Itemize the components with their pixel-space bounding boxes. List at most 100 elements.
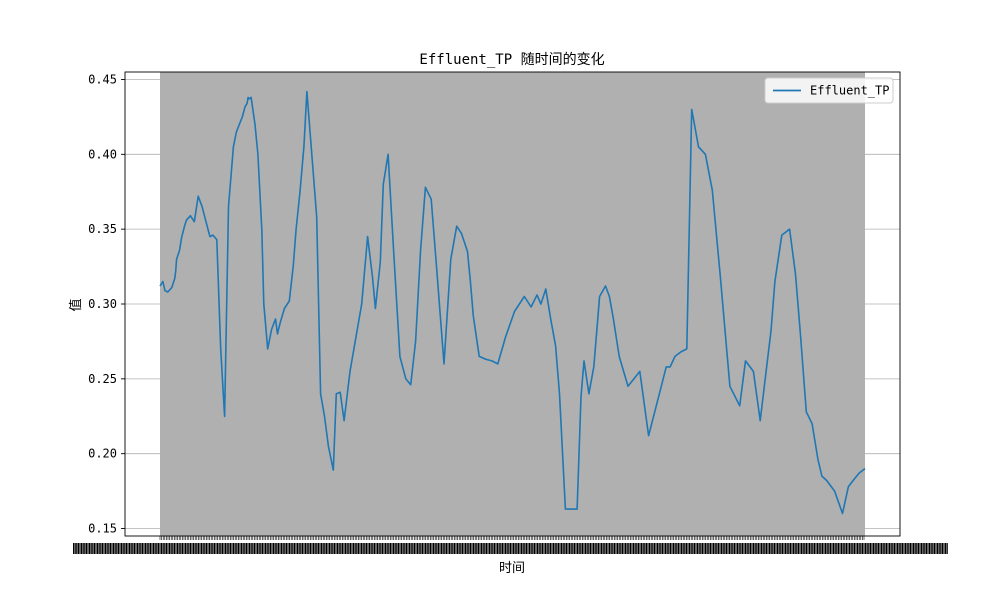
x-tick-label-mark bbox=[737, 543, 739, 554]
x-tick-label-mark bbox=[106, 543, 108, 554]
x-tick-label-mark bbox=[237, 543, 239, 554]
x-tick-label-mark bbox=[553, 543, 555, 554]
x-tick-label-mark bbox=[289, 543, 291, 554]
x-tick-label-mark bbox=[901, 543, 903, 554]
x-tick-label-mark bbox=[265, 543, 267, 554]
x-tick-label-mark bbox=[471, 543, 473, 554]
x-tick-label-mark bbox=[495, 543, 497, 554]
x-tick-label-mark bbox=[359, 543, 361, 554]
x-tick-label-mark bbox=[841, 543, 843, 554]
x-tick-label-mark bbox=[557, 543, 559, 554]
x-tick-label-mark bbox=[375, 543, 377, 554]
x-tick-label-mark bbox=[613, 543, 615, 554]
x-tick-label-mark bbox=[290, 543, 292, 554]
x-tick-label-mark bbox=[585, 543, 587, 554]
y-tick-label: 0.35 bbox=[88, 222, 117, 236]
x-tick-label-mark bbox=[226, 543, 228, 554]
x-tick-label-mark bbox=[855, 543, 857, 554]
x-tick-label-mark bbox=[545, 543, 547, 554]
x-tick-label-mark bbox=[178, 543, 180, 554]
x-tick-label-mark bbox=[538, 543, 540, 554]
x-tick-label-mark bbox=[125, 543, 127, 554]
x-tick-label-mark bbox=[804, 543, 806, 554]
x-tick-label-mark bbox=[626, 543, 628, 554]
x-tick-label-mark bbox=[786, 543, 788, 554]
x-tick-label-mark bbox=[885, 543, 887, 554]
x-tick-label-mark bbox=[833, 543, 835, 554]
x-tick-label-mark bbox=[370, 543, 372, 554]
x-tick-label-mark bbox=[261, 543, 263, 554]
x-tick-label-mark bbox=[84, 543, 86, 554]
x-tick-label-mark bbox=[353, 543, 355, 554]
x-tick-label-mark bbox=[425, 543, 427, 554]
x-tick-label-mark bbox=[693, 543, 695, 554]
series-line-effluent-tp bbox=[159, 90, 866, 515]
x-tick-label-mark bbox=[149, 543, 151, 554]
x-tick-label-mark bbox=[658, 543, 660, 554]
x-tick-label-mark bbox=[405, 543, 407, 554]
x-tick-label-mark bbox=[129, 543, 131, 554]
x-tick-label-mark bbox=[404, 543, 406, 554]
x-tick-label-mark bbox=[711, 543, 713, 554]
x-tick-label-mark bbox=[407, 543, 409, 554]
x-tick-label-mark bbox=[732, 543, 734, 554]
x-tick-label-mark bbox=[509, 543, 511, 554]
x-tick-label-mark bbox=[236, 543, 238, 554]
x-tick-label-mark bbox=[853, 543, 855, 554]
x-tick-label-mark bbox=[556, 543, 558, 554]
x-tick-label-mark bbox=[314, 543, 316, 554]
x-tick-label-mark bbox=[924, 543, 926, 554]
x-tick-label-mark bbox=[201, 543, 203, 554]
x-tick-label-mark bbox=[637, 543, 639, 554]
x-tick-label-mark bbox=[847, 543, 849, 554]
x-tick-label-mark bbox=[385, 543, 387, 554]
x-tick-label-mark bbox=[469, 543, 471, 554]
x-tick-label-mark bbox=[684, 543, 686, 554]
x-tick-label-mark bbox=[234, 543, 236, 554]
x-tick-label-mark bbox=[756, 543, 758, 554]
x-tick-label-mark bbox=[925, 543, 927, 554]
x-tick-label-mark bbox=[917, 543, 919, 554]
x-tick-label-mark bbox=[889, 543, 891, 554]
x-tick-label-mark bbox=[413, 543, 415, 554]
x-tick-label-mark bbox=[311, 543, 313, 554]
x-tick-label-mark bbox=[682, 543, 684, 554]
x-tick-label-mark bbox=[913, 543, 915, 554]
x-tick-label-mark bbox=[402, 543, 404, 554]
x-tick-label-mark bbox=[836, 543, 838, 554]
x-tick-label-mark bbox=[895, 543, 897, 554]
x-tick-label-mark bbox=[119, 543, 121, 554]
x-tick-label-mark bbox=[410, 543, 412, 554]
x-tick-label-mark bbox=[677, 543, 679, 554]
x-tick-label-mark bbox=[612, 543, 614, 554]
x-tick-label-mark bbox=[364, 543, 366, 554]
x-tick-label-mark bbox=[717, 543, 719, 554]
x-tick-label-mark bbox=[367, 543, 369, 554]
x-tick-label-mark bbox=[322, 543, 324, 554]
x-tick-label-mark bbox=[946, 543, 948, 554]
x-tick-label-mark bbox=[180, 543, 182, 554]
x-tick-label-mark bbox=[338, 543, 340, 554]
x-tick-label-mark bbox=[74, 543, 76, 554]
x-tick-label-mark bbox=[317, 543, 319, 554]
x-tick-label-mark bbox=[305, 543, 307, 554]
x-tick-label-mark bbox=[791, 543, 793, 554]
x-tick-label-mark bbox=[233, 543, 235, 554]
x-tick-label-mark bbox=[161, 543, 163, 554]
x-tick-label-mark bbox=[220, 543, 222, 554]
x-tick-label-mark bbox=[388, 543, 390, 554]
x-tick-label-mark bbox=[724, 543, 726, 554]
x-tick-label-mark bbox=[393, 543, 395, 554]
x-tick-label-mark bbox=[681, 543, 683, 554]
x-tick-label-mark bbox=[221, 543, 223, 554]
x-tick-label-mark bbox=[815, 543, 817, 554]
x-tick-label-mark bbox=[516, 543, 518, 554]
x-tick-label-mark bbox=[938, 543, 940, 554]
x-tick-label-mark bbox=[348, 543, 350, 554]
x-tick-label-mark bbox=[345, 543, 347, 554]
x-tick-label-mark bbox=[535, 543, 537, 554]
x-tick-label-mark bbox=[714, 543, 716, 554]
x-tick-label-mark bbox=[292, 543, 294, 554]
x-tick-label-mark bbox=[775, 543, 777, 554]
x-tick-label-mark bbox=[593, 543, 595, 554]
